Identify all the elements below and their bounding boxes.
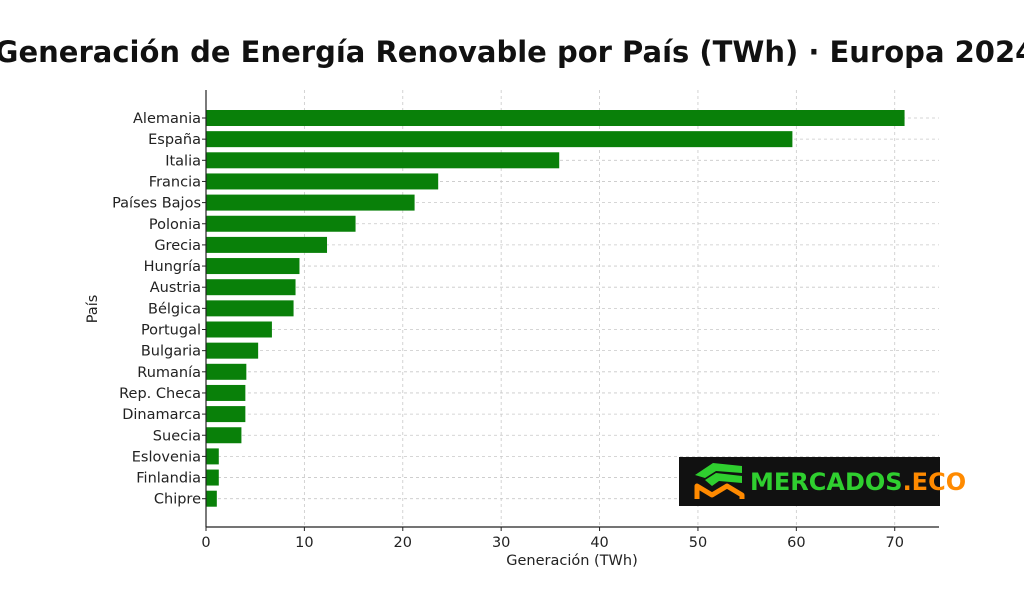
logo-text-main: MERCADOS xyxy=(750,468,903,496)
y-tick-label: Chipre xyxy=(154,492,201,508)
y-tick-label: Bélgica xyxy=(148,301,201,317)
y-tick-label: Rumanía xyxy=(137,365,201,381)
y-tick-label: Alemania xyxy=(133,111,201,127)
y-tick-labels: Alemania España Italia Francia Países Bajos P… xyxy=(112,111,201,508)
mercados-eco-logo: MERCADOS.ECO xyxy=(679,457,966,506)
bar-bélgica xyxy=(206,300,294,317)
y-tick-label: Finlandia xyxy=(136,471,201,487)
y-tick-label: Hungría xyxy=(144,259,201,275)
x-tick-label: 70 xyxy=(885,535,903,551)
axes xyxy=(202,90,939,531)
y-tick-label: Eslovenia xyxy=(132,449,201,465)
x-tick-label: 30 xyxy=(492,535,510,551)
logo-text: MERCADOS.ECO xyxy=(750,468,966,496)
x-tick-label: 0 xyxy=(201,535,210,551)
logo-emblem-icon xyxy=(694,463,745,499)
y-tick-label: Suecia xyxy=(153,428,201,444)
bar-grecia xyxy=(206,236,328,253)
bar-italia xyxy=(206,152,560,169)
bars xyxy=(206,110,905,507)
y-tick-label: Portugal xyxy=(141,323,201,339)
bar-polonia xyxy=(206,215,356,232)
x-tick-labels: 0 10 20 30 40 50 60 70 xyxy=(201,535,904,551)
bar-finlandia xyxy=(206,469,219,486)
bar-españa xyxy=(206,131,793,148)
bar-países-bajos xyxy=(206,194,415,211)
bar-dinamarca xyxy=(206,406,246,423)
logo-text-accent: .ECO xyxy=(903,468,967,496)
bar-alemania xyxy=(206,110,905,126)
logo-emblem-green-lower-icon xyxy=(705,473,742,486)
y-tick-label: Polonia xyxy=(149,217,201,233)
y-tick-label: Francia xyxy=(149,174,201,190)
y-tick-label: Dinamarca xyxy=(122,407,201,423)
y-tick-label: Italia xyxy=(165,153,201,169)
chart-title: Generación de Energía Renovable por País… xyxy=(0,35,1024,69)
x-tick-label: 10 xyxy=(295,535,313,551)
y-tick-label: Bulgaria xyxy=(141,344,201,360)
x-tick-label: 20 xyxy=(394,535,412,551)
bar-rep-checa xyxy=(206,384,246,401)
bar-rumanía xyxy=(206,363,247,380)
bar-chipre xyxy=(206,490,217,507)
logo-emblem-green-icon xyxy=(695,463,742,478)
y-tick-label: Austria xyxy=(150,280,201,296)
y-tick-label: Rep. Checa xyxy=(119,386,201,402)
bar-suecia xyxy=(206,427,242,444)
y-tick-label: Grecia xyxy=(154,238,201,254)
bar-bulgaria xyxy=(206,342,259,359)
bar-portugal xyxy=(206,321,272,338)
bar-eslovenia xyxy=(206,448,219,465)
logo-emblem-orange-icon xyxy=(694,483,745,499)
x-axis-label: Generación (TWh) xyxy=(506,553,637,569)
y-tick-label: Países Bajos xyxy=(112,196,201,212)
x-tick-label: 40 xyxy=(590,535,608,551)
x-tick-label: 50 xyxy=(689,535,707,551)
y-tick-label: España xyxy=(148,132,201,148)
y-axis-label: País xyxy=(85,295,101,324)
grid xyxy=(205,90,939,527)
x-tick-label: 60 xyxy=(787,535,805,551)
bar-hungría xyxy=(206,258,300,275)
bar-austria xyxy=(206,279,296,296)
bar-francia xyxy=(206,173,439,190)
